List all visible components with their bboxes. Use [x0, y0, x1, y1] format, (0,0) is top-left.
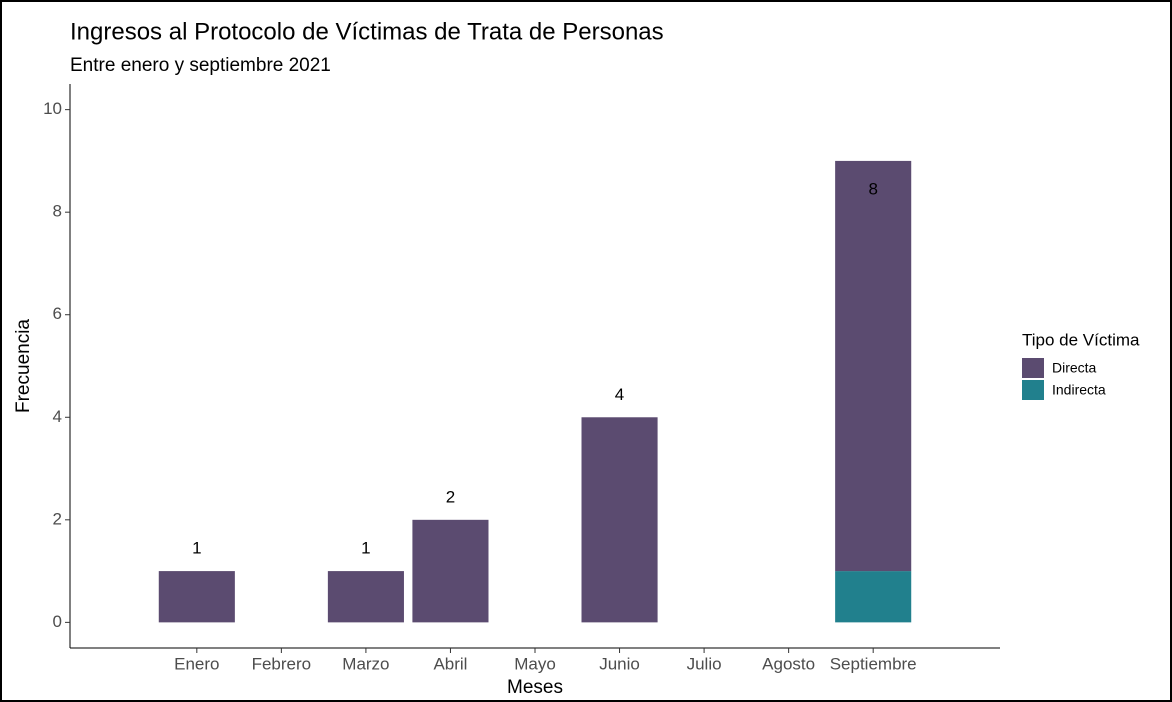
legend-label: Indirecta [1052, 382, 1106, 398]
x-tick-label: Septiembre [830, 654, 917, 673]
legend-label: Directa [1052, 360, 1097, 376]
x-tick-label: Julio [687, 654, 722, 673]
y-axis-label: Frecuencia [13, 319, 34, 413]
x-axis-label: Meses [507, 677, 563, 698]
bar [581, 417, 658, 623]
bar [835, 160, 912, 572]
data-label: 4 [615, 385, 624, 404]
x-tick-label: Enero [174, 654, 219, 673]
bar [835, 571, 912, 623]
legend-title: Tipo de Víctima [1022, 330, 1140, 349]
y-tick-label: 2 [53, 509, 62, 528]
x-tick-label: Abril [433, 654, 467, 673]
x-tick-label: Junio [599, 654, 640, 673]
bar [412, 519, 489, 623]
x-tick-label: Febrero [252, 654, 312, 673]
y-tick-label: 8 [53, 202, 62, 221]
data-label: 1 [361, 539, 370, 558]
x-tick-label: Marzo [342, 654, 389, 673]
y-tick-label: 6 [53, 304, 62, 323]
bar [158, 571, 235, 623]
y-tick-label: 4 [53, 407, 62, 426]
legend-key [1022, 380, 1044, 400]
x-tick-label: Agosto [762, 654, 815, 673]
chart-title: Ingresos al Protocolo de Víctimas de Tra… [70, 18, 664, 45]
legend-key [1022, 358, 1044, 378]
data-label: 2 [446, 487, 455, 506]
chart-subtitle: Entre enero y septiembre 2021 [70, 55, 331, 76]
x-tick-label: Mayo [514, 654, 556, 673]
bar [327, 571, 404, 623]
y-tick-label: 10 [43, 99, 62, 118]
data-label: 8 [868, 180, 877, 199]
y-tick-label: 0 [53, 612, 62, 631]
data-label: 1 [192, 539, 201, 558]
